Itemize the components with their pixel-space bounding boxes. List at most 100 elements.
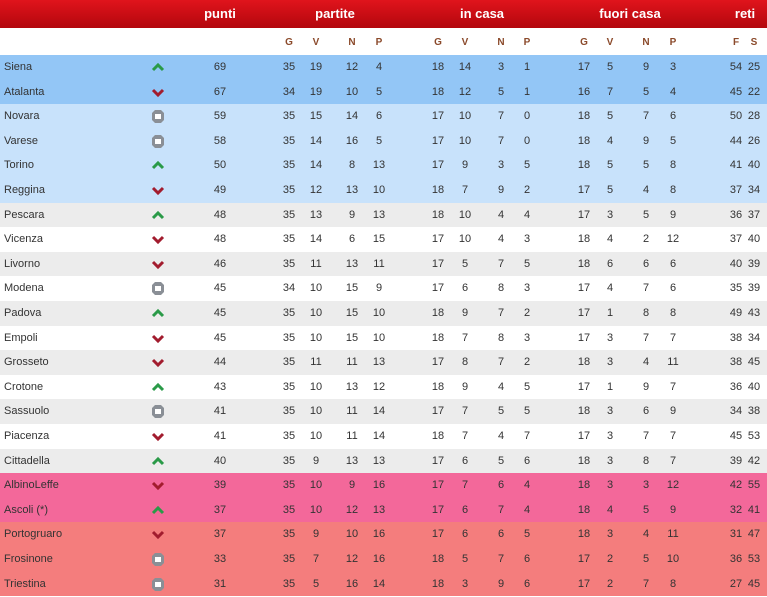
stat-cell: 8 xyxy=(669,577,677,590)
stat-cell: 3 xyxy=(606,454,614,467)
table-row: Piacenza 41 35 10 11 14 18 7 4 7 17 3 7 7 45 53 xyxy=(0,424,767,449)
stat-cell: 35 xyxy=(282,430,296,442)
stat-cell: 7 xyxy=(642,577,650,590)
stat-cell: 55 xyxy=(747,479,761,492)
stat-cell: 42 xyxy=(747,454,761,467)
stat-cell: 16 xyxy=(577,85,591,98)
stat-cell: 4 xyxy=(497,208,505,221)
stat-cell: 8 xyxy=(497,331,505,344)
stat-cell: 7 xyxy=(497,134,505,147)
trend-icon xyxy=(151,531,165,540)
stat-cell: 2 xyxy=(523,356,531,369)
stat-cell: 16 xyxy=(345,134,359,147)
stat-cell: 4 xyxy=(523,503,531,516)
trend-icon xyxy=(152,110,164,124)
stat-cell: 9 xyxy=(497,184,505,196)
stat-cell: 9 xyxy=(312,454,320,467)
points: 45 xyxy=(213,331,227,344)
table-row: Ascoli (*) 37 35 10 12 13 17 6 7 4 18 4 5 9 32 41 xyxy=(0,497,767,523)
team-name: Cittadella xyxy=(4,454,50,467)
stat-cell: 3 xyxy=(523,233,531,246)
team-name: Pescara xyxy=(4,208,45,221)
stat-cell: 18 xyxy=(431,184,445,196)
stat-cell: 6 xyxy=(642,405,650,418)
stat-cell: 7 xyxy=(669,430,677,442)
stat-cell: 10 xyxy=(309,282,323,295)
stat-cell: 37 xyxy=(747,208,761,221)
stat-cell: 40 xyxy=(729,257,743,270)
stat-cell: 14 xyxy=(309,233,323,246)
group-header: punti xyxy=(204,6,236,21)
table-row: Varese 58 35 14 16 5 17 10 7 0 18 4 9 5 44 26 xyxy=(0,128,767,154)
team-name: Portogruaro xyxy=(4,528,63,541)
stat-cell: 9 xyxy=(669,503,677,516)
stat-cell: 13 xyxy=(345,454,359,467)
team-name: Reggina xyxy=(4,184,45,196)
stat-cell: 10 xyxy=(372,184,386,196)
stat-cell: 4 xyxy=(642,528,650,541)
stat-cell: 11 xyxy=(310,356,322,369)
stat-cell: 7 xyxy=(642,110,650,123)
stat-cell: 38 xyxy=(729,331,743,344)
stat-cell: 35 xyxy=(282,257,296,270)
points: 67 xyxy=(213,85,227,98)
stat-cell: 5 xyxy=(523,257,531,270)
stat-cell: 17 xyxy=(577,307,591,319)
stat-cell: 6 xyxy=(606,257,614,270)
stat-cell: 4 xyxy=(669,85,677,98)
stat-cell: 10 xyxy=(372,331,386,344)
stat-cell: 1 xyxy=(523,85,531,98)
stat-cell: 8 xyxy=(642,307,650,319)
points: 46 xyxy=(213,257,227,270)
table-row: AlbinoLeffe 39 35 10 9 16 17 7 6 4 18 3 3 12 42 55 xyxy=(0,473,767,498)
stat-cell: 3 xyxy=(669,61,677,73)
team-name: Crotone xyxy=(4,380,44,393)
team-name: Padova xyxy=(4,307,42,319)
stat-cell: 35 xyxy=(282,184,296,196)
trend-icon xyxy=(151,236,165,245)
stat-cell: 37 xyxy=(729,233,743,246)
table-row: Triestina 31 35 5 16 14 18 3 9 6 17 2 7 8 27 45 xyxy=(0,571,767,597)
stat-cell: 7 xyxy=(461,184,469,196)
stat-cell: 35 xyxy=(282,159,296,172)
stat-cell: 15 xyxy=(309,110,323,123)
team-name: Modena xyxy=(4,282,44,295)
points: 45 xyxy=(213,307,227,319)
stat-cell: 16 xyxy=(345,577,359,590)
stat-cell: 8 xyxy=(497,282,505,295)
team-name: Torino xyxy=(4,159,34,172)
stat-cell: 5 xyxy=(375,134,383,147)
points: 37 xyxy=(213,503,227,516)
stat-cell: 49 xyxy=(729,307,743,319)
stat-cell: 18 xyxy=(577,233,591,246)
stat-cell: 11 xyxy=(667,528,679,541)
stat-cell: 3 xyxy=(606,528,614,541)
stat-cell: 17 xyxy=(431,503,445,516)
table-row: Frosinone 33 35 7 12 16 18 5 7 6 17 2 5 10 36 53 xyxy=(0,547,767,572)
stat-cell: 10 xyxy=(309,479,323,492)
stat-cell: 13 xyxy=(345,184,359,196)
stat-cell: 14 xyxy=(309,134,323,147)
table-row: Torino 50 35 14 8 13 17 9 3 5 18 5 5 8 41 40 xyxy=(0,153,767,178)
group-header: partite xyxy=(315,6,355,21)
stat-cell: 18 xyxy=(577,110,591,123)
stat-cell: 17 xyxy=(577,282,591,295)
stat-cell: 13 xyxy=(309,208,323,221)
stat-cell: 7 xyxy=(312,553,320,565)
stat-cell: 35 xyxy=(282,110,296,123)
trend-icon xyxy=(151,308,165,318)
stat-cell: 27 xyxy=(729,577,743,590)
stat-cell: 17 xyxy=(431,479,445,492)
stat-cell: 18 xyxy=(577,454,591,467)
stat-cell: 6 xyxy=(461,503,469,516)
stat-cell: 8 xyxy=(669,307,677,319)
column-header: N xyxy=(497,37,505,48)
stat-cell: 19 xyxy=(309,85,323,98)
stat-cell: 12 xyxy=(372,380,386,393)
stat-cell: 7 xyxy=(461,331,469,344)
stat-cell: 35 xyxy=(282,134,296,147)
trend-icon xyxy=(152,553,164,566)
stat-cell: 13 xyxy=(372,356,386,369)
stat-cell: 17 xyxy=(577,430,591,442)
